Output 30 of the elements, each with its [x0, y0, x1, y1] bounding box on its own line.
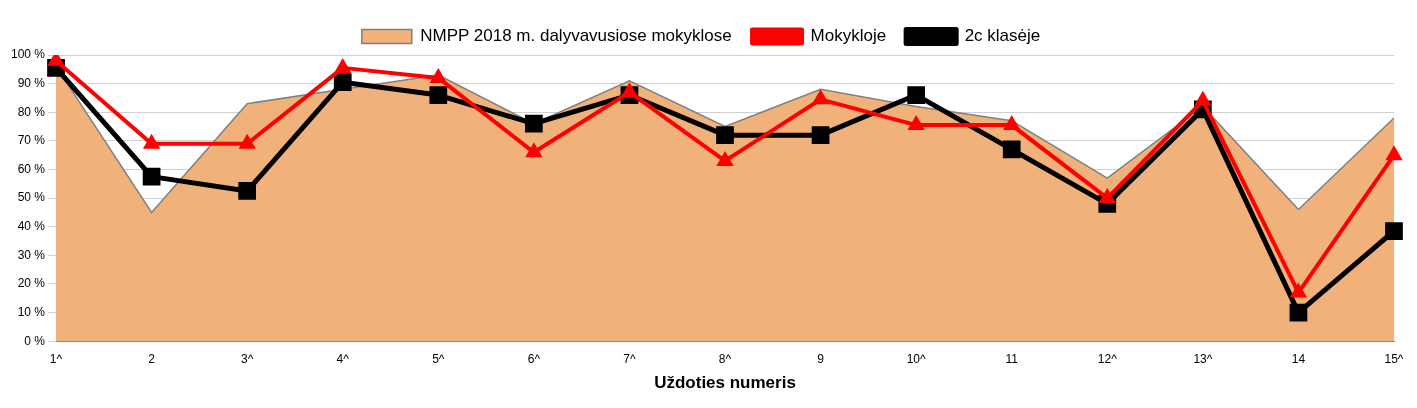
x-tick-label: 5^	[432, 351, 445, 366]
y-tick-label: 30 %	[17, 247, 46, 262]
y-tick-label: 90 %	[17, 75, 46, 90]
legend-label: NMPP 2018 m. dalyvavusiose mokyklose	[420, 26, 732, 46]
x-tick-label: 1^	[49, 351, 63, 366]
x-tick-label: 6^	[527, 351, 541, 366]
x-tick-label: 9	[817, 351, 825, 366]
x-tick-label: 13^	[1193, 351, 1213, 366]
x-tick-label: 4^	[336, 351, 350, 366]
x-tick-label: 8^	[718, 351, 732, 366]
legend-label: Mokykloje	[810, 26, 887, 46]
x-tick-label: 14	[1291, 351, 1306, 366]
x-tick-label: 15^	[1384, 351, 1404, 366]
y-tick-label: 20 %	[17, 276, 46, 291]
x-tick-label: 12^	[1097, 351, 1118, 366]
y-tick-label: 40 %	[17, 219, 46, 234]
y-tick-label: 80 %	[17, 104, 46, 119]
x-axis-title: Uždoties numeris	[654, 373, 796, 393]
x-tick-label: 2	[148, 351, 156, 366]
y-tick-label: 70 %	[17, 133, 46, 148]
x-tick-label: 11	[1005, 351, 1019, 366]
legend-label: 2c klasėje	[964, 26, 1041, 46]
y-tick-label: 10 %	[17, 304, 46, 319]
y-tick-label: 0 %	[24, 333, 46, 348]
x-tick-label: 10^	[906, 351, 927, 366]
y-tick-label: 100 %	[10, 47, 46, 62]
x-tick-label: 3^	[241, 351, 254, 366]
y-tick-label: 50 %	[17, 190, 46, 205]
y-tick-label: 60 %	[17, 161, 46, 176]
x-tick-label: 7^	[623, 351, 636, 366]
